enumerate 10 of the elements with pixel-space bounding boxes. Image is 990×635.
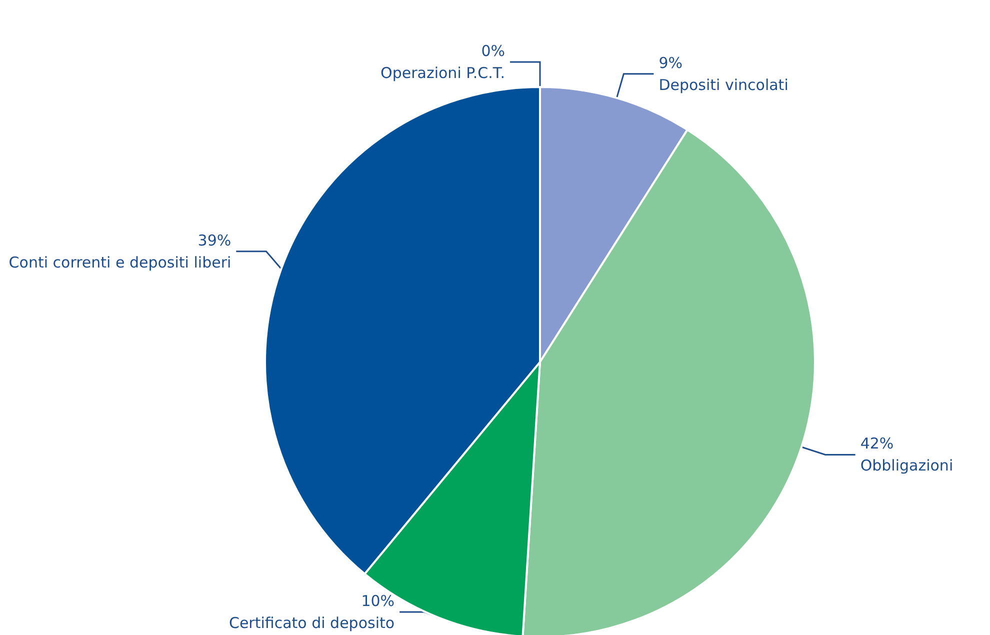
legend-label: Operazioni P.C.T. <box>380 64 505 82</box>
text: 0% <box>481 42 505 60</box>
data-label: 39% <box>198 231 232 250</box>
slice-label: Depositi vincolati <box>658 76 788 94</box>
data-label: 42% <box>860 434 894 453</box>
slice-label: Obbligazioni <box>860 456 954 475</box>
slice-label: Certificato di deposito <box>228 614 395 632</box>
data-label: 9% <box>658 54 682 72</box>
slice-label: Conti correnti e depositi liberi <box>8 253 232 272</box>
data-label: 10% <box>361 592 395 610</box>
